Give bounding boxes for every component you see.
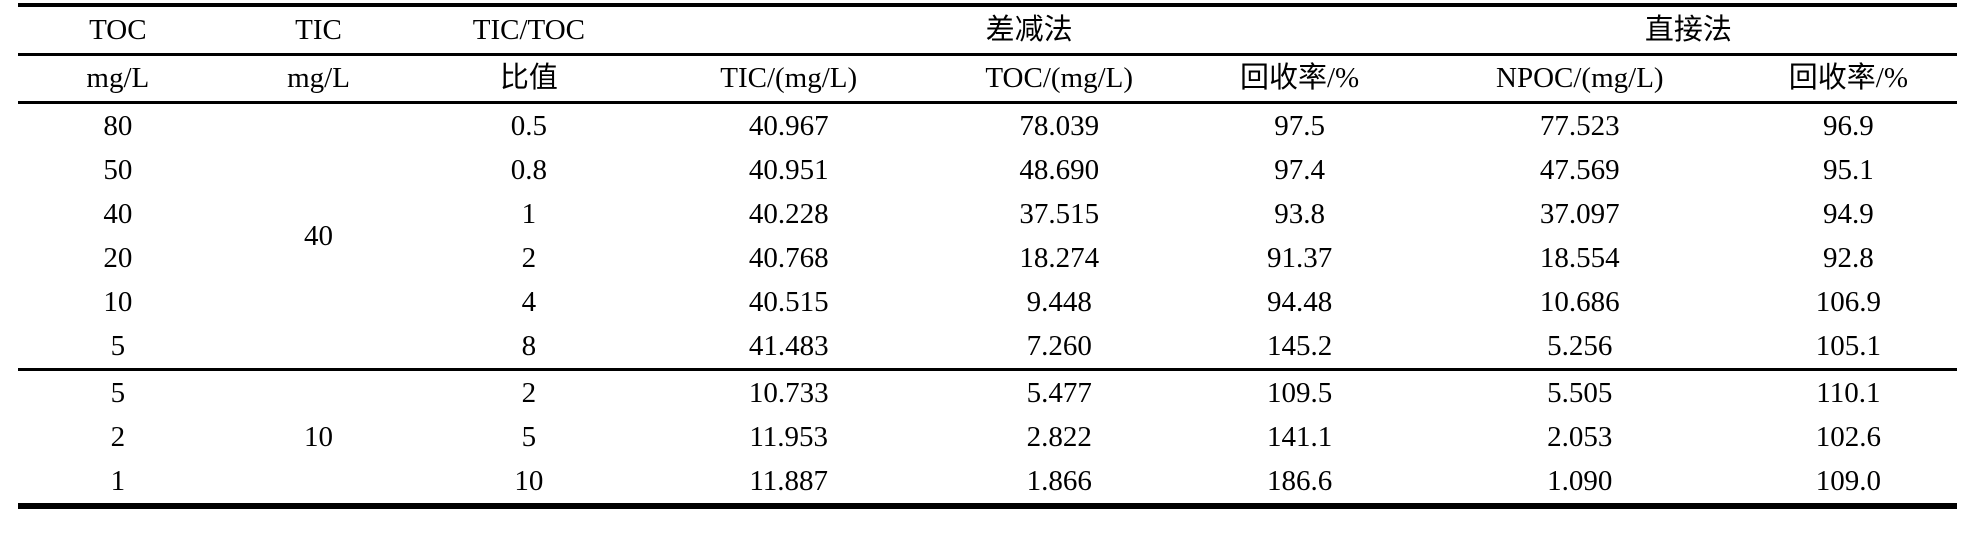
cell-ratio: 4 <box>521 285 537 318</box>
cell-ratio: 5 <box>521 420 537 453</box>
cell-toc-subtraction: 37.515 <box>1019 197 1100 230</box>
cell-ratio: 0.8 <box>510 153 548 186</box>
header-npoc-measured: NPOC/(mg/L) <box>1419 54 1740 104</box>
cell-recovery-direct: 106.9 <box>1815 285 1881 318</box>
table-row: 40 1 40.228 37.515 93.8 37.097 94.9 <box>18 192 1957 236</box>
cell-tic-subtraction: 40.228 <box>748 197 829 230</box>
cell-recovery-subtraction: 141.1 <box>1266 420 1333 453</box>
cell-recovery-direct: 92.8 <box>1823 241 1874 274</box>
table-row: 5 10 2 10.733 5.477 109.5 5.505 110.1 <box>18 368 1957 506</box>
cell-recovery-direct: 95.1 <box>1823 153 1874 186</box>
cell-tic-subtraction: 40.967 <box>748 109 829 142</box>
cell-npoc-direct: 5.505 <box>1419 368 1740 415</box>
header-direct-method: 直接法 <box>1419 5 1957 56</box>
cell-npoc-direct: 2.053 <box>1547 420 1613 453</box>
cell-npoc-direct: 5.256 <box>1547 329 1613 362</box>
cell-toc: 1 <box>110 464 126 497</box>
cell-recovery-direct: 109.0 <box>1815 464 1881 497</box>
header-toc-measured: TOC/(mg/L) <box>938 54 1180 104</box>
table-row: 2 5 11.953 2.822 141.1 2.053 102.6 <box>18 415 1957 459</box>
cell-npoc-direct: 37.097 <box>1539 197 1620 230</box>
cell-tic-subtraction: 40.951 <box>748 153 829 186</box>
header-tic-unit: mg/L <box>217 54 420 104</box>
cell-toc: 20 <box>103 241 133 274</box>
cell-ratio: 1 <box>521 197 537 230</box>
cell-tic-subtraction: 10.733 <box>638 368 939 415</box>
header-ratio-label: 比值 <box>419 54 639 104</box>
header-subtraction-method: 差减法 <box>638 5 1420 56</box>
cell-tic-group-value: 10 <box>217 368 420 506</box>
header-toc: TOC <box>18 5 218 56</box>
cell-recovery-subtraction: 97.4 <box>1274 153 1325 186</box>
cell-recovery-subtraction: 93.8 <box>1274 197 1325 230</box>
cell-tic-subtraction: 40.515 <box>748 285 829 318</box>
table-row: 1 10 11.887 1.866 186.6 1.090 109.0 <box>18 459 1957 506</box>
cell-recovery-direct: 94.9 <box>1823 197 1874 230</box>
results-table-container: TOC TIC TIC/TOC 差减法 直接法 mg/L mg/L 比值 TIC… <box>18 3 1957 509</box>
cell-tic-subtraction: 11.887 <box>749 464 829 497</box>
header-toc-unit: mg/L <box>18 54 218 104</box>
cell-recovery-subtraction: 91.37 <box>1266 241 1333 274</box>
table-row: 80 40 0.5 40.967 78.039 97.5 77.523 96.9 <box>18 103 1957 250</box>
cell-tic-subtraction: 11.953 <box>749 420 829 453</box>
cell-recovery-subtraction: 109.5 <box>1179 368 1420 415</box>
cell-toc: 5 <box>110 329 126 362</box>
cell-recovery-direct: 110.1 <box>1739 368 1957 415</box>
cell-toc: 2 <box>110 420 126 453</box>
cell-tic-subtraction: 40.768 <box>748 241 829 274</box>
cell-npoc-direct: 18.554 <box>1539 241 1620 274</box>
cell-recovery-direct: 102.6 <box>1815 420 1881 453</box>
cell-toc-subtraction: 5.477 <box>938 368 1180 415</box>
cell-ratio: 10 <box>514 464 544 497</box>
cell-toc-subtraction: 18.274 <box>1019 241 1100 274</box>
cell-recovery-direct: 105.1 <box>1815 329 1881 362</box>
cell-ratio: 8 <box>521 329 537 362</box>
cell-toc-subtraction: 7.260 <box>1026 329 1092 362</box>
cell-recovery-subtraction: 94.48 <box>1266 285 1333 318</box>
cell-toc: 40 <box>103 197 133 230</box>
cell-tic-subtraction: 41.483 <box>748 329 829 362</box>
cell-recovery-direct: 96.9 <box>1823 109 1874 142</box>
cell-recovery-subtraction: 97.5 <box>1274 109 1325 142</box>
cell-toc: 80 <box>103 109 133 142</box>
cell-npoc-direct: 10.686 <box>1539 285 1620 318</box>
header-row-groups: TOC TIC TIC/TOC 差减法 直接法 <box>18 5 1957 56</box>
table-row: 20 2 40.768 18.274 91.37 18.554 92.8 <box>18 236 1957 280</box>
cell-toc-subtraction: 78.039 <box>1019 109 1100 142</box>
cell-toc: 50 <box>103 153 133 186</box>
cell-npoc-direct: 77.523 <box>1539 109 1620 142</box>
table-row: 5 8 41.483 7.260 145.2 5.256 105.1 <box>18 324 1957 370</box>
cell-ratio: 2 <box>419 368 639 415</box>
table-row: 10 4 40.515 9.448 94.48 10.686 106.9 <box>18 280 1957 324</box>
header-recovery-subtraction: 回收率/% <box>1179 54 1420 104</box>
header-tic: TIC <box>217 5 420 56</box>
cell-toc-subtraction: 9.448 <box>1026 285 1092 318</box>
cell-recovery-subtraction: 186.6 <box>1266 464 1333 497</box>
toc-recovery-table: TOC TIC TIC/TOC 差减法 直接法 mg/L mg/L 比值 TIC… <box>18 3 1957 509</box>
cell-toc: 10 <box>103 285 133 318</box>
cell-ratio: 0.5 <box>510 109 548 142</box>
table-body: 80 40 0.5 40.967 78.039 97.5 77.523 96.9 50 0.8 40… <box>18 103 1957 506</box>
header-tic-measured: TIC/(mg/L) <box>638 54 939 104</box>
header-tic-toc-ratio: TIC/TOC <box>419 5 639 56</box>
cell-toc-subtraction: 1.866 <box>1026 464 1092 497</box>
table-row: 50 0.8 40.951 48.690 97.4 47.569 95.1 <box>18 148 1957 192</box>
header-recovery-direct: 回收率/% <box>1739 54 1957 104</box>
cell-toc-subtraction: 48.690 <box>1019 153 1100 186</box>
cell-tic-group-value: 40 <box>304 219 334 252</box>
cell-recovery-subtraction: 145.2 <box>1266 329 1333 362</box>
cell-toc: 5 <box>18 368 218 415</box>
header-row-units: mg/L mg/L 比值 TIC/(mg/L) TOC/(mg/L) 回收率/%… <box>18 54 1957 104</box>
cell-npoc-direct: 47.569 <box>1539 153 1620 186</box>
cell-npoc-direct: 1.090 <box>1547 464 1613 497</box>
cell-ratio: 2 <box>521 241 537 274</box>
cell-toc-subtraction: 2.822 <box>1026 420 1092 453</box>
